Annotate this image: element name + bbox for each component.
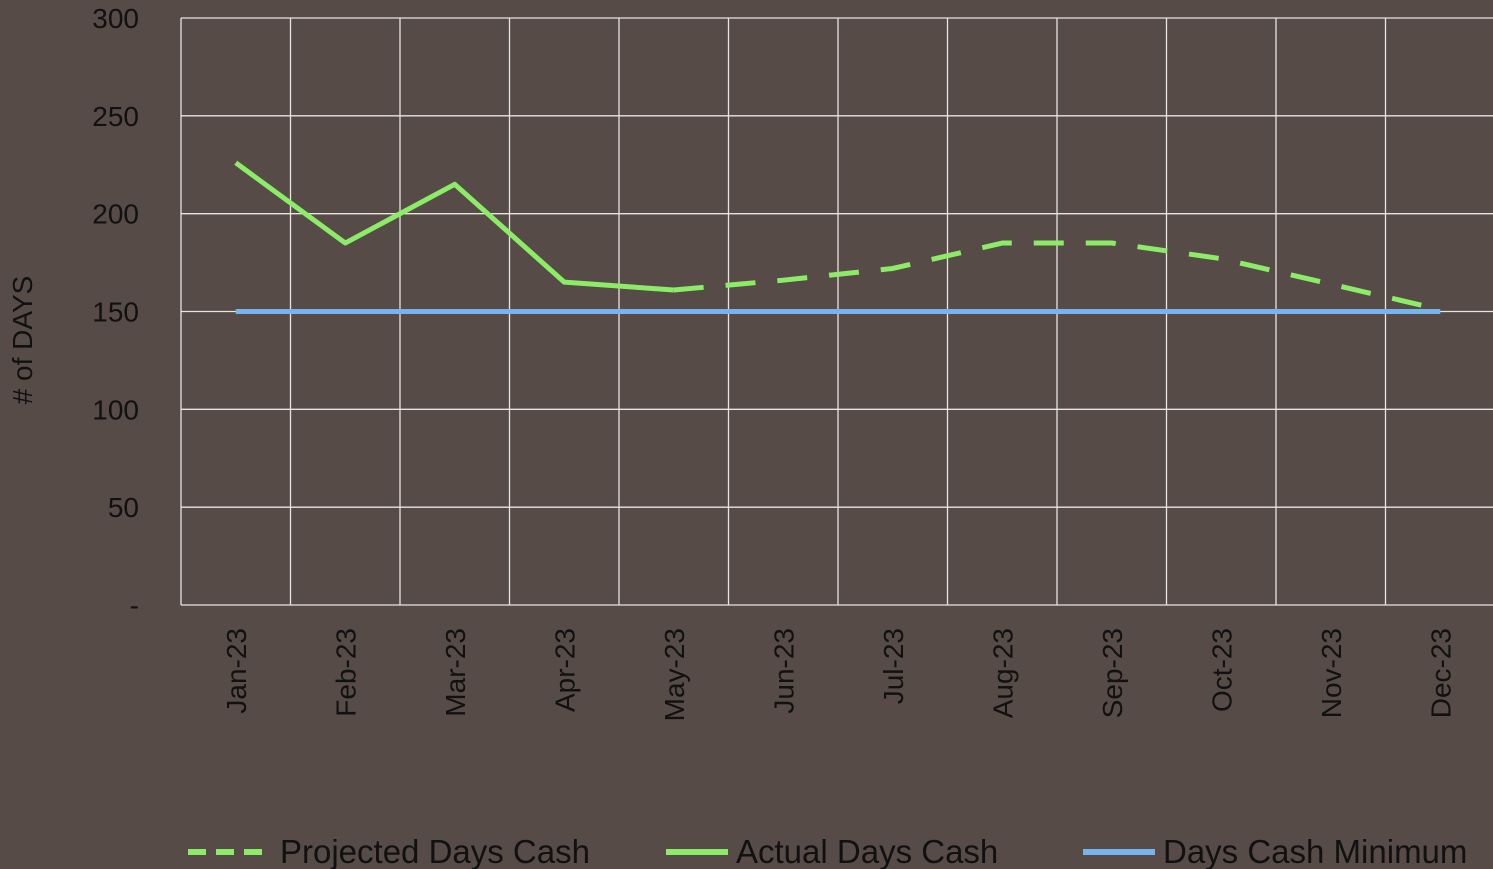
y-tick-label: 100	[92, 394, 139, 425]
y-tick-label: 50	[108, 492, 139, 523]
x-tick-label: Nov-23	[1316, 628, 1347, 718]
legend-label: Days Cash Minimum	[1163, 833, 1467, 869]
series-line	[673, 240, 1441, 312]
y-tick-label: 150	[92, 297, 139, 328]
x-tick-label: Sep-23	[1097, 628, 1128, 718]
y-tick-label: -	[130, 590, 139, 621]
x-tick-label: Dec-23	[1425, 628, 1456, 718]
y-tick-label: 300	[92, 3, 139, 34]
legend-label: Actual Days Cash	[736, 833, 998, 869]
x-tick-label: Apr-23	[549, 628, 580, 712]
x-tick-label: May-23	[659, 628, 690, 721]
x-tick-label: Jan-23	[221, 628, 252, 714]
y-tick-label: 200	[92, 199, 139, 230]
y-tick-label: 250	[92, 101, 139, 132]
y-axis-label: # of DAYS	[7, 276, 38, 405]
x-tick-label: Oct-23	[1206, 628, 1237, 712]
x-tick-label: Mar-23	[440, 628, 471, 717]
legend-label: Projected Days Cash	[280, 833, 590, 869]
series-line	[234, 160, 674, 293]
x-tick-label: Feb-23	[330, 628, 361, 717]
x-tick-label: Jun-23	[768, 628, 799, 714]
x-tick-label: Jul-23	[878, 628, 909, 704]
x-tick-label: Aug-23	[987, 628, 1018, 718]
